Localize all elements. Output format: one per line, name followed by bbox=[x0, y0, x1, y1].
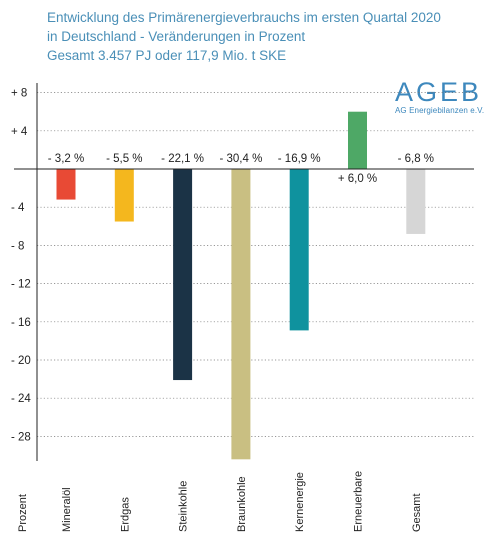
category-label: Braunkohle bbox=[236, 476, 248, 532]
y-axis-ticks: + 8 + 4 - 4 - 8 - 12 - 16 - 20 - 24 - 28 bbox=[11, 88, 31, 444]
y-tick-label: - 16 bbox=[11, 317, 31, 329]
category-labels: Mineralöl Erdgas Steinkohle Braunkohle Kerne… bbox=[61, 471, 423, 532]
logo-subtitle: AG Energiebilanzen e.V. bbox=[395, 106, 485, 115]
category-label: Gesamt bbox=[411, 493, 423, 532]
category-label: Steinkohle bbox=[178, 481, 190, 532]
category-label: Kernenergie bbox=[294, 472, 306, 532]
y-tick-label: - 24 bbox=[11, 393, 31, 405]
y-tick-label: + 8 bbox=[11, 88, 27, 100]
chart-title-line-3: Gesamt 3.457 PJ oder 117,9 Mio. t SKE bbox=[47, 48, 287, 63]
ageb-logo: AGEB AG Energiebilanzen e.V. bbox=[395, 78, 484, 116]
bar-erneuerbare bbox=[348, 111, 367, 169]
data-label: - 30,4 % bbox=[219, 153, 262, 165]
category-label: Mineralöl bbox=[61, 487, 73, 532]
y-tick-label: - 12 bbox=[11, 279, 31, 291]
category-label: Erneuerbare bbox=[353, 471, 365, 532]
data-label: - 16,9 % bbox=[278, 153, 321, 165]
bar-braunkohle bbox=[231, 169, 251, 460]
bar-gesamt bbox=[406, 169, 426, 234]
data-label: - 3,2 % bbox=[48, 153, 84, 165]
y-tick-label: - 4 bbox=[11, 202, 25, 214]
data-label: - 6,8 % bbox=[398, 153, 434, 165]
chart-title-line-1: Entwicklung des Primärenergieverbrauchs … bbox=[47, 10, 441, 25]
data-label: - 5,5 % bbox=[106, 153, 142, 165]
logo-wordmark: AGEB bbox=[395, 77, 483, 107]
y-tick-label: - 28 bbox=[11, 431, 31, 443]
bars bbox=[56, 111, 426, 460]
y-tick-label: - 20 bbox=[11, 355, 31, 367]
category-label: Erdgas bbox=[119, 497, 131, 532]
bar-kernenergie bbox=[289, 169, 309, 331]
bar-steinkohle bbox=[173, 169, 193, 381]
data-label: + 6,0 % bbox=[338, 173, 377, 185]
chart-title-line-2: in Deutschland - Veränderungen in Prozen… bbox=[47, 29, 306, 44]
data-labels: - 3,2 % - 5,5 % - 22,1 % - 30,4 % - 16,9 % + … bbox=[48, 153, 434, 185]
y-axis-label: Prozent bbox=[17, 494, 29, 532]
data-label: - 22,1 % bbox=[161, 153, 204, 165]
bar-erdgas bbox=[114, 169, 134, 222]
gridlines bbox=[37, 92, 474, 437]
y-tick-label: + 4 bbox=[11, 126, 28, 138]
y-tick-label: - 8 bbox=[11, 240, 24, 252]
bar-mineralöl bbox=[56, 169, 76, 200]
